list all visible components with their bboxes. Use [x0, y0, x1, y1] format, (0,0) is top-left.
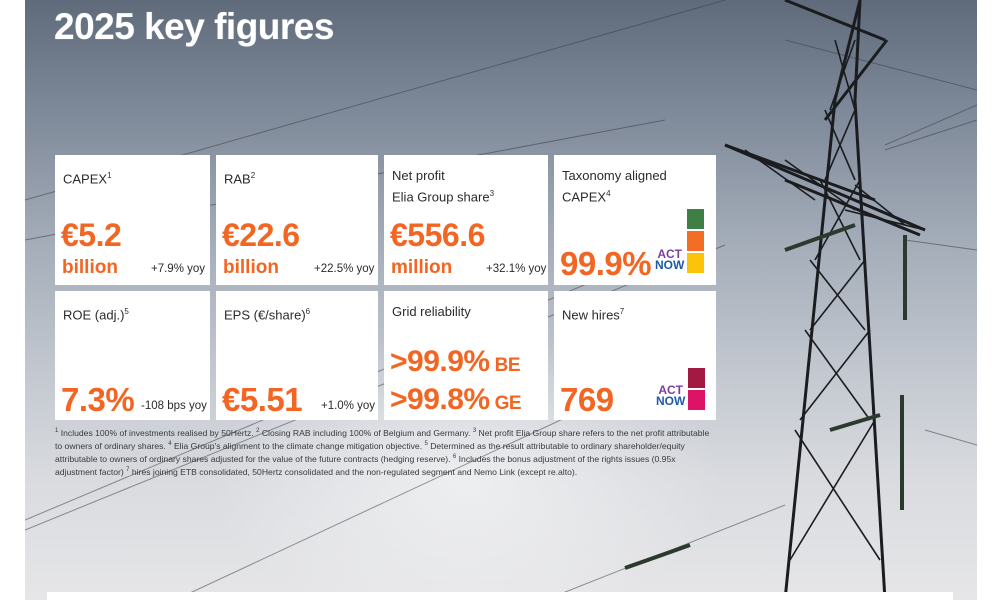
- card-grid-reliability: Grid reliability >99.9% BE >99.8% GE: [384, 291, 548, 420]
- net-profit-unit: million: [391, 257, 453, 278]
- card-label: New hires7: [562, 307, 625, 323]
- act-now-logo: ACT NOW: [656, 383, 686, 408]
- capex-value: €5.2: [61, 217, 122, 253]
- card-label: RAB2: [224, 171, 256, 187]
- card-net-profit: Net profit Elia Group share3 €556.6 milli…: [384, 155, 548, 285]
- sdg-7-clean-energy-icon: [687, 253, 704, 273]
- sdg-8-decent-work-icon: [688, 368, 705, 388]
- card-roe: ROE (adj.)5 7.3% -108 bps yoy: [55, 291, 210, 420]
- taxonomy-value: 99.9%: [560, 245, 652, 282]
- card-label: EPS (€/share)6: [224, 307, 311, 323]
- card-eps: EPS (€/share)6 €5.51 +1.0% yoy: [216, 291, 378, 420]
- sdg-10-reduced-inequalities-icon: [688, 390, 705, 410]
- grid-reliability-be: >99.9% BE: [390, 345, 521, 378]
- net-profit-value: €556.6: [390, 217, 485, 253]
- capex-yoy: +7.9% yoy: [151, 263, 206, 275]
- bottom-panel-edge: [47, 592, 953, 600]
- footnotes: 1 Includes 100% of investments realised …: [55, 427, 710, 478]
- card-label: ROE (adj.)5: [63, 307, 129, 323]
- card-rab: RAB2 €22.6 billion +22.5% yoy: [216, 155, 378, 285]
- card-taxonomy-capex: Taxonomy aligned CAPEX4 99.9% ACT NOW: [554, 155, 716, 285]
- sdg-9-industry-innovation-icon: [687, 231, 704, 251]
- grid-reliability-ge: >99.8% GE: [390, 383, 522, 416]
- net-profit-yoy: +32.1% yoy: [486, 263, 547, 275]
- card-new-hires: New hires7 769 ACT NOW: [554, 291, 716, 420]
- card-label: Grid reliability: [392, 304, 471, 319]
- roe-value: 7.3%: [61, 381, 135, 418]
- card-label: CAPEX1: [63, 171, 112, 187]
- eps-value: €5.51: [222, 381, 303, 418]
- eps-yoy: +1.0% yoy: [321, 400, 376, 412]
- page-title: 2025 key figures: [54, 6, 334, 47]
- rab-value: €22.6: [222, 217, 300, 253]
- roe-yoy: -108 bps yoy: [141, 400, 207, 412]
- new-hires-value: 769: [560, 381, 614, 418]
- rab-unit: billion: [223, 257, 279, 278]
- capex-unit: billion: [62, 257, 118, 278]
- sdg-13-climate-action-icon: [687, 209, 704, 229]
- card-capex: CAPEX1 €5.2 billion +7.9% yoy: [55, 155, 210, 285]
- act-now-logo: ACT NOW: [655, 247, 685, 272]
- slide: 2025 key figures CAPEX1 €5.2 billion +7.…: [25, 0, 977, 600]
- rab-yoy: +22.5% yoy: [314, 263, 375, 275]
- card-label: Taxonomy aligned CAPEX4: [562, 168, 667, 205]
- card-label: Net profit Elia Group share3: [392, 168, 495, 205]
